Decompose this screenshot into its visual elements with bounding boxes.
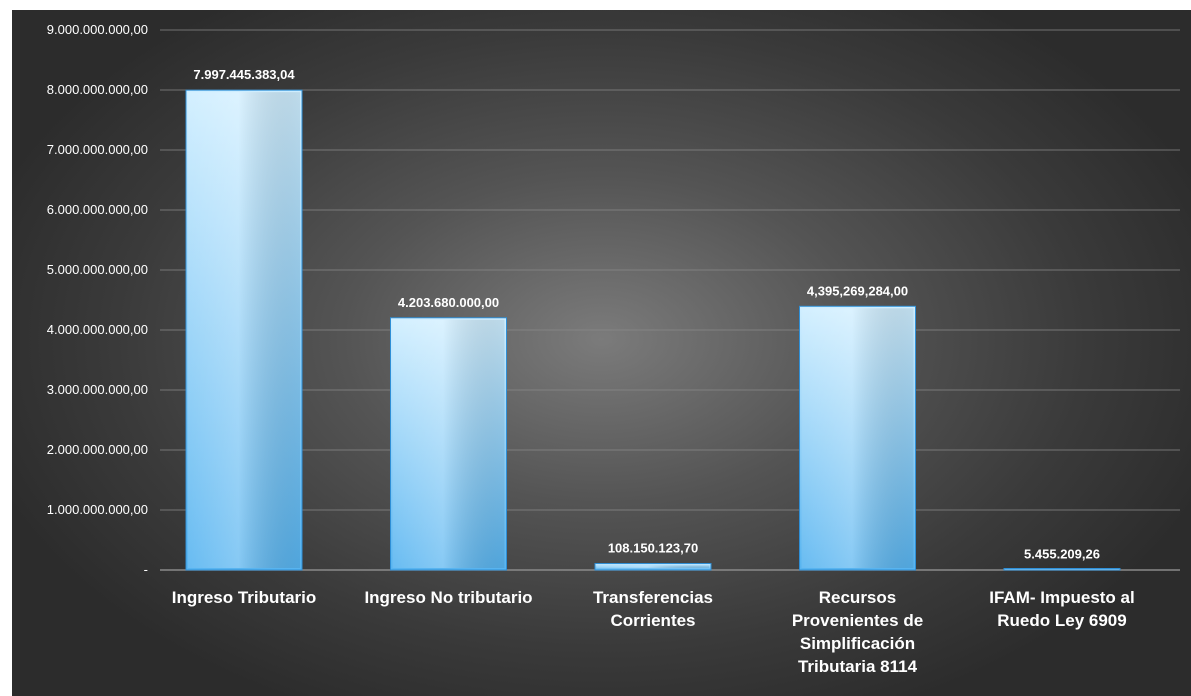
- bar-group: [799, 305, 916, 571]
- y-tick-label: 7.000.000.000,00: [47, 142, 148, 157]
- bar-chart: - 1.000.000.000,00 2.000.000.000,00 3.000.0…: [47, 22, 1180, 676]
- data-label: 5.455.209,26: [1024, 547, 1100, 562]
- bar-group: [1003, 568, 1121, 571]
- x-category-label: Ingreso Tributario: [172, 588, 317, 607]
- bar-highlight: [188, 92, 300, 569]
- y-tick-label: 2.000.000.000,00: [47, 442, 148, 457]
- y-tick-label: 3.000.000.000,00: [47, 382, 148, 397]
- data-label: 4,395,269,284,00: [807, 283, 908, 298]
- bar: [1003, 568, 1121, 571]
- bar-highlight: [801, 308, 914, 568]
- bar-group: [390, 317, 507, 571]
- x-category-label: Ingreso No tributario: [364, 588, 532, 607]
- y-tick-label: 9.000.000.000,00: [47, 22, 148, 37]
- bars: [185, 89, 1121, 571]
- y-axis-tick-labels: - 1.000.000.000,00 2.000.000.000,00 3.000.0…: [47, 22, 148, 577]
- bar-group: [594, 563, 712, 571]
- bar-highlight: [392, 319, 505, 568]
- gridlines: [160, 29, 1180, 571]
- x-axis-category-labels: Ingreso Tributario Ingreso No tributario T…: [172, 588, 1135, 676]
- y-tick-label: 4.000.000.000,00: [47, 322, 148, 337]
- chart-background: - 1.000.000.000,00 2.000.000.000,00 3.000.0…: [12, 10, 1191, 696]
- bar-group: [185, 89, 303, 571]
- x-category-label: Transferencias Corrientes: [593, 588, 713, 630]
- x-category-label: Recursos Provenientes de Simplificación Tri…: [792, 588, 923, 676]
- y-tick-label: 6.000.000.000,00: [47, 202, 148, 217]
- data-labels: 7.997.445.383,04 4.203.680.000,00 108.150.…: [193, 67, 1100, 562]
- x-category-label: IFAM- Impuesto al Ruedo Ley 6909: [989, 588, 1134, 630]
- data-label: 4.203.680.000,00: [398, 295, 499, 310]
- y-tick-label: 1.000.000.000,00: [47, 502, 148, 517]
- bar-highlight: [597, 565, 709, 568]
- data-label: 7.997.445.383,04: [193, 67, 295, 82]
- y-tick-label: -: [144, 562, 148, 577]
- y-tick-label: 8.000.000.000,00: [47, 82, 148, 97]
- data-label: 108.150.123,70: [608, 541, 698, 556]
- y-tick-label: 5.000.000.000,00: [47, 262, 148, 277]
